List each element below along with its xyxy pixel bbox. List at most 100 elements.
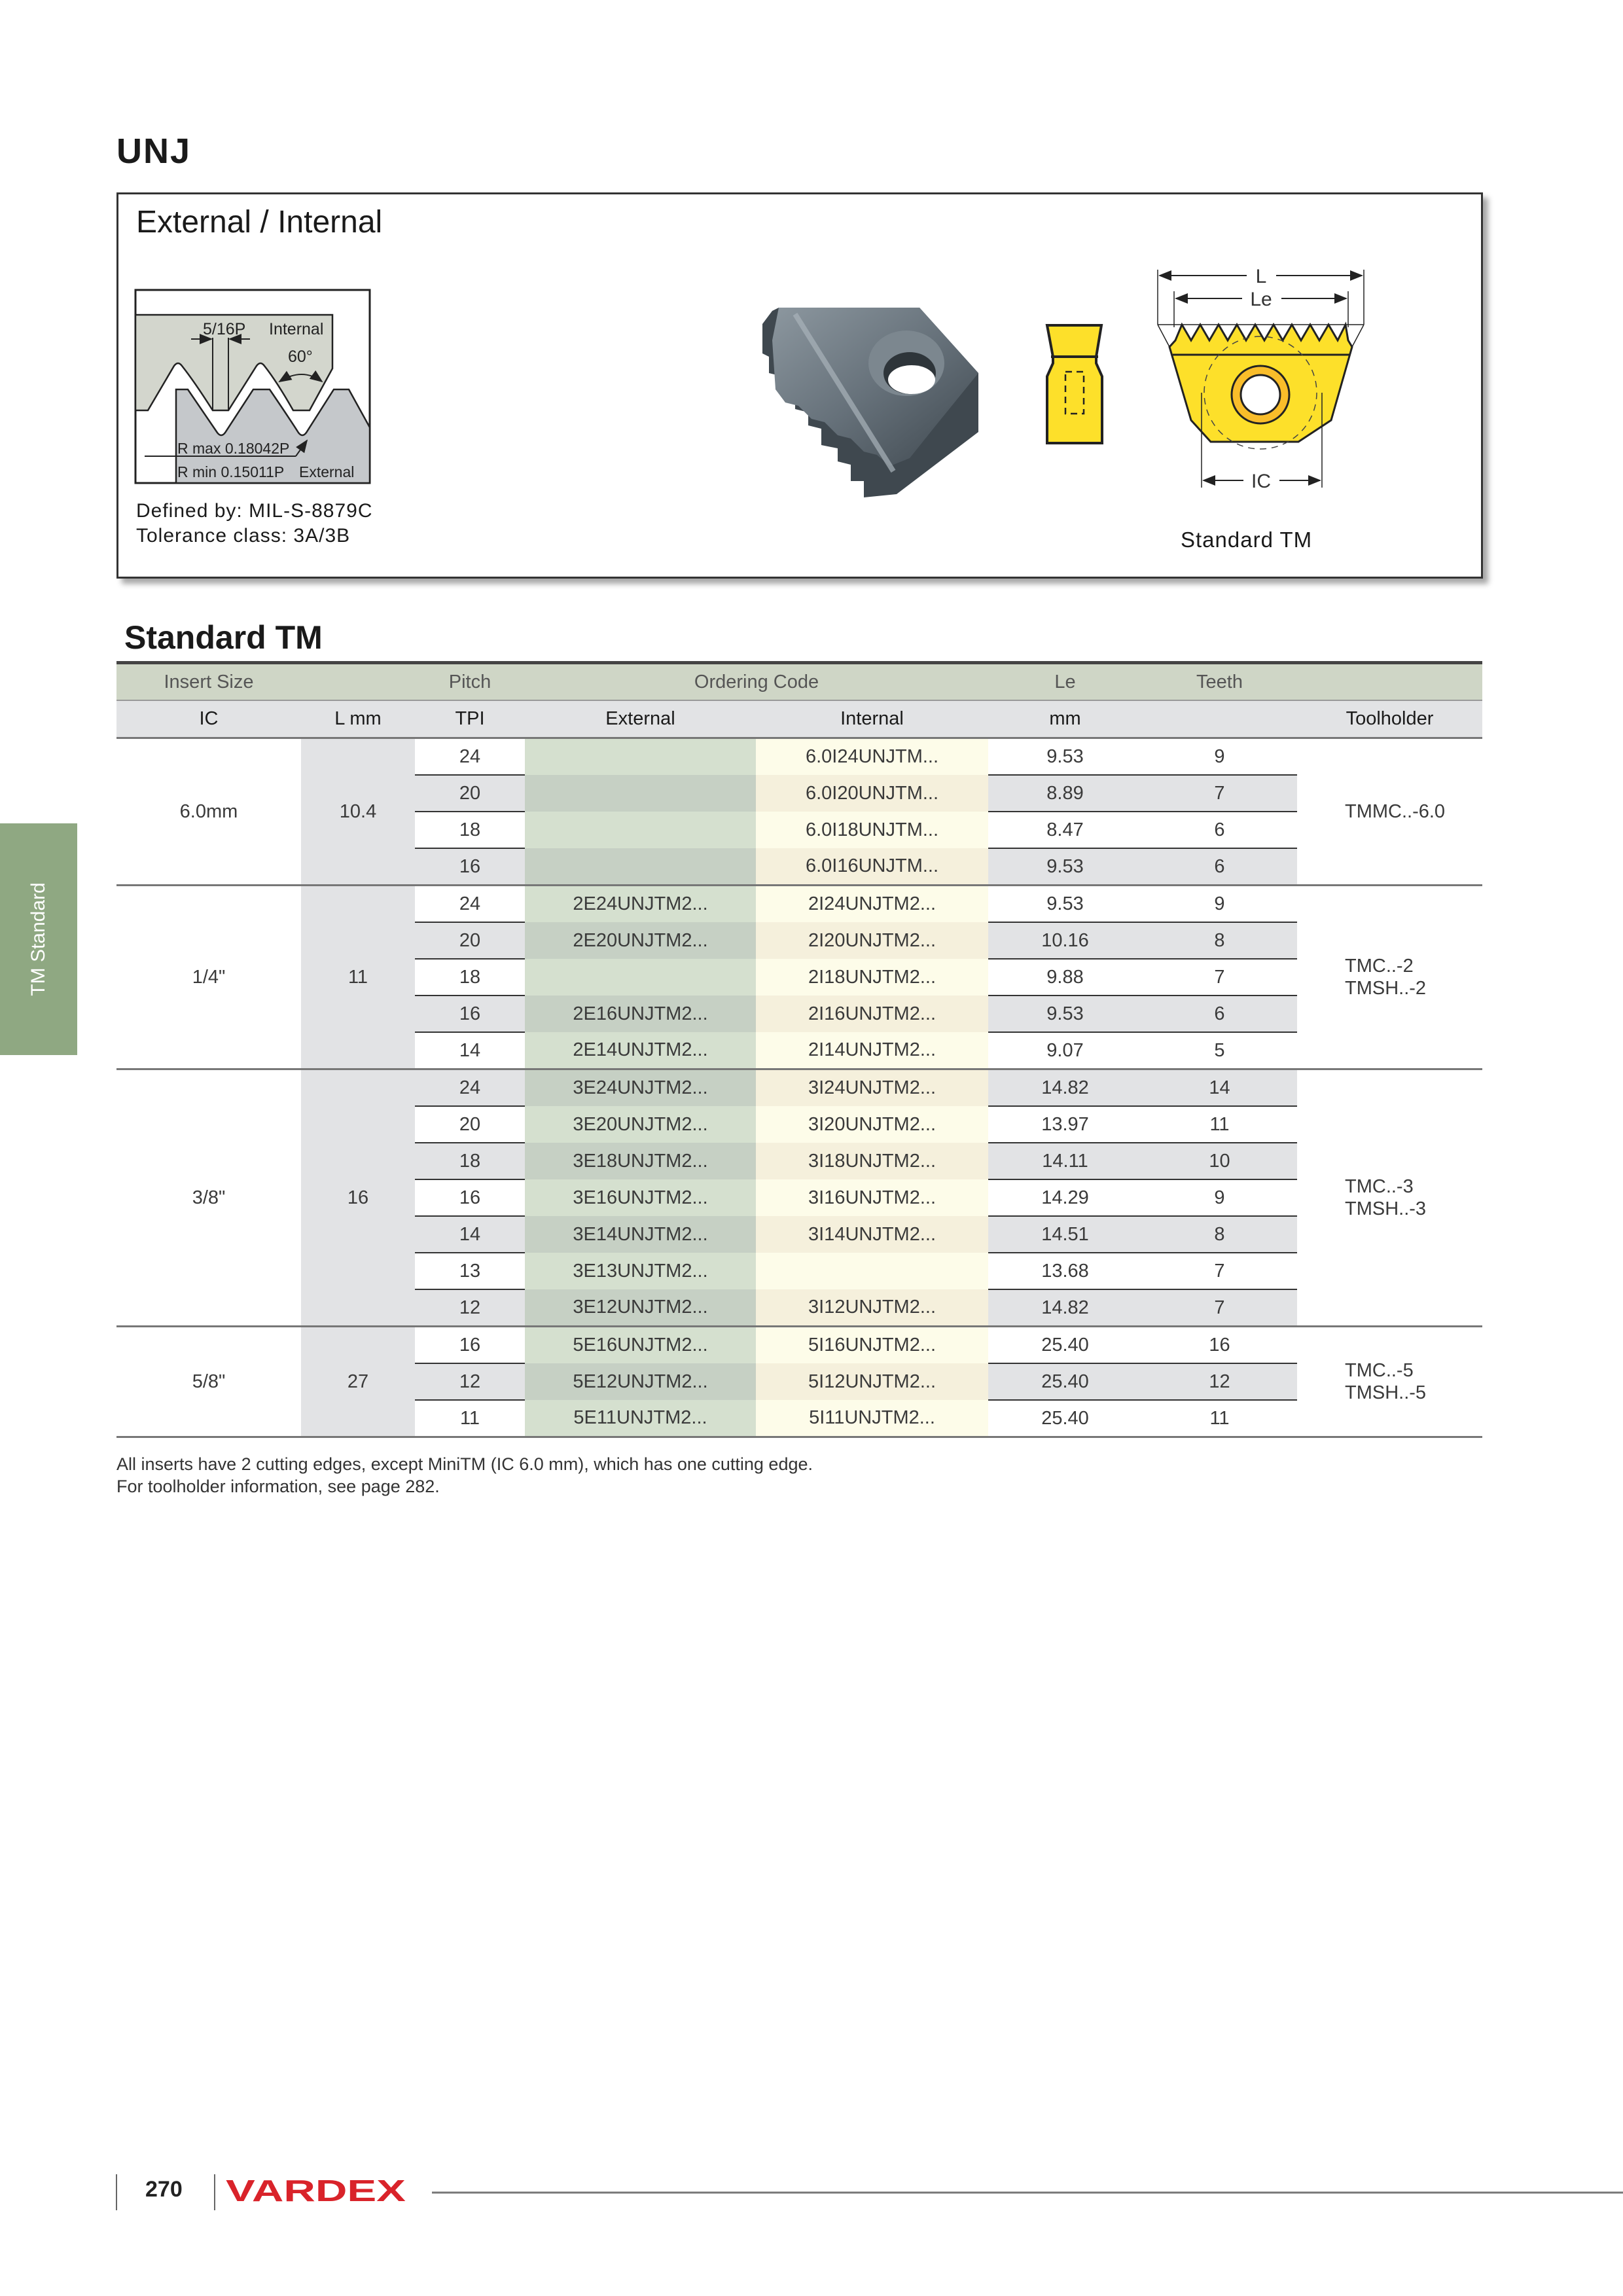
cell-external-code [525,737,756,775]
cell-ic: 6.0mm [116,737,301,886]
cell-le: 8.47 [988,811,1142,848]
cell-toolholder: TMC..-2 TMSH..-2 [1297,884,1482,1069]
cell-l-mm: 27 [301,1325,415,1438]
cell-le: 9.07 [988,1031,1142,1069]
cell-ic: 5/8" [116,1325,301,1438]
cell-teeth: 7 [1142,774,1297,812]
table-row: 14 3E14UNJTM2... 3I14UNJTM2... 14.51 8 [116,1215,1482,1253]
cell-le: 25.40 [988,1399,1142,1438]
toolholder-code: TMSH..-2 [1345,978,1427,999]
cell-le: 14.51 [988,1215,1142,1253]
cell-tpi: 20 [415,774,525,812]
cell-le: 10.16 [988,922,1142,959]
footnote: All inserts have 2 cutting edges, except… [116,1454,813,1474]
cell-le: 14.29 [988,1179,1142,1216]
cell-teeth: 14 [1142,1068,1297,1106]
cell-external-code [525,775,756,812]
cell-internal-code: 3I12UNJTM2... [756,1289,988,1327]
cell-tpi: 16 [415,995,525,1032]
header-l-mm: L mm [301,700,415,739]
cell-ic: 1/4" [116,884,301,1069]
cell-le: 25.40 [988,1325,1142,1363]
header-external: External [525,700,756,739]
header-ordering-code: Ordering Code [525,661,988,701]
cell-external-code: 5E11UNJTM2... [525,1400,756,1438]
cell-external-code: 5E12UNJTM2... [525,1363,756,1400]
cell-internal-code: 2I20UNJTM2... [756,922,988,959]
header-le: Le [988,661,1142,701]
cell-teeth: 16 [1142,1325,1297,1363]
cell-external-code [525,959,756,996]
header-tpi: TPI [415,700,525,739]
cell-external-code: 5E16UNJTM2... [525,1325,756,1363]
cell-external-code: 2E14UNJTM2... [525,1032,756,1069]
cell-internal-code: 6.0I18UNJTM... [756,812,988,848]
cell-toolholder: TMC..-5 TMSH..-5 [1297,1325,1482,1438]
cell-external-code: 3E20UNJTM2... [525,1106,756,1143]
cell-internal-code: 3I14UNJTM2... [756,1216,988,1253]
cell-toolholder: TMMC..-6.0 [1297,737,1482,886]
side-tab-label: TM Standard [27,882,49,996]
cell-external-code [525,848,756,886]
cell-tpi: 16 [415,848,525,886]
cell-l-mm: 10.4 [301,737,415,886]
cell-external-code [525,812,756,848]
cell-tpi: 11 [415,1399,525,1438]
footnote: For toolholder information, see page 282… [116,1477,440,1496]
cell-internal-code: 2I14UNJTM2... [756,1032,988,1069]
cell-l-mm: 11 [301,884,415,1069]
header-ic: IC [116,700,301,739]
table-row: 11 5E11UNJTM2... 5I11UNJTM2... 25.40 11 [116,1399,1482,1438]
header-toolholder: Toolholder [1297,700,1482,739]
header-insert-size: Insert Size [116,661,301,701]
cell-internal-code: 2I24UNJTM2... [756,884,988,922]
table-row: 18 6.0I18UNJTM... 8.47 6 [116,811,1482,848]
cell-tpi: 24 [415,737,525,775]
cell-teeth: 9 [1142,737,1297,775]
cell-le: 14.82 [988,1068,1142,1106]
cell-teeth: 7 [1142,958,1297,996]
table-row: 5/8" 27 16 5E16UNJTM2... 5I16UNJTM2... 25.40 1… [116,1325,1482,1438]
header-blank [1142,700,1297,739]
cell-le: 8.89 [988,774,1142,812]
section-title: Standard TM [124,619,323,656]
table-row: 1/4" 11 24 2E24UNJTM2... 2I24UNJTM2... 9.53 9 T… [116,884,1482,1069]
page-title: UNJ [116,132,192,171]
vardex-logo: VARDEX [226,2174,406,2208]
header-blank [1297,661,1482,701]
cell-tpi: 24 [415,884,525,922]
cell-external-code: 2E20UNJTM2... [525,922,756,959]
cell-tpi: 24 [415,1068,525,1106]
cell-le: 14.82 [988,1289,1142,1327]
table-row: 12 5E12UNJTM2... 5I12UNJTM2... 25.40 12 [116,1363,1482,1400]
cell-external-code: 2E24UNJTM2... [525,884,756,922]
cell-internal-code: 3I18UNJTM2... [756,1143,988,1179]
cell-teeth: 11 [1142,1399,1297,1438]
cell-internal-code: 2I16UNJTM2... [756,996,988,1032]
cell-tpi: 20 [415,1105,525,1143]
cell-tpi: 18 [415,958,525,996]
cell-teeth: 8 [1142,1215,1297,1253]
header-teeth: Teeth [1142,661,1297,701]
cell-toolholder: TMC..-3 TMSH..-3 [1297,1068,1482,1327]
cell-teeth: 6 [1142,811,1297,848]
cell-le: 9.53 [988,737,1142,775]
cell-teeth: 6 [1142,848,1297,886]
cell-le: 9.53 [988,848,1142,886]
toolholder-code: TMSH..-3 [1345,1198,1427,1219]
cell-internal-code: 6.0I20UNJTM... [756,775,988,812]
cell-external-code: 3E14UNJTM2... [525,1216,756,1253]
toolholder-code: TMC..-2 [1345,956,1414,977]
cell-le: 9.53 [988,995,1142,1032]
table-row: 16 3E16UNJTM2... 3I16UNJTM2... 14.29 9 [116,1179,1482,1216]
cell-teeth: 7 [1142,1289,1297,1327]
table-row: 16 6.0I16UNJTM... 9.53 6 [116,848,1482,886]
cell-internal-code: 3I24UNJTM2... [756,1068,988,1106]
cell-tpi: 12 [415,1363,525,1400]
ordering-table: Insert Size Pitch Ordering Code Le Teeth… [116,661,1482,1438]
cell-le: 13.97 [988,1105,1142,1143]
table-row: 20 3E20UNJTM2... 3I20UNJTM2... 13.97 11 [116,1105,1482,1143]
cell-teeth: 11 [1142,1105,1297,1143]
cell-le: 9.88 [988,958,1142,996]
cell-le: 9.53 [988,884,1142,922]
